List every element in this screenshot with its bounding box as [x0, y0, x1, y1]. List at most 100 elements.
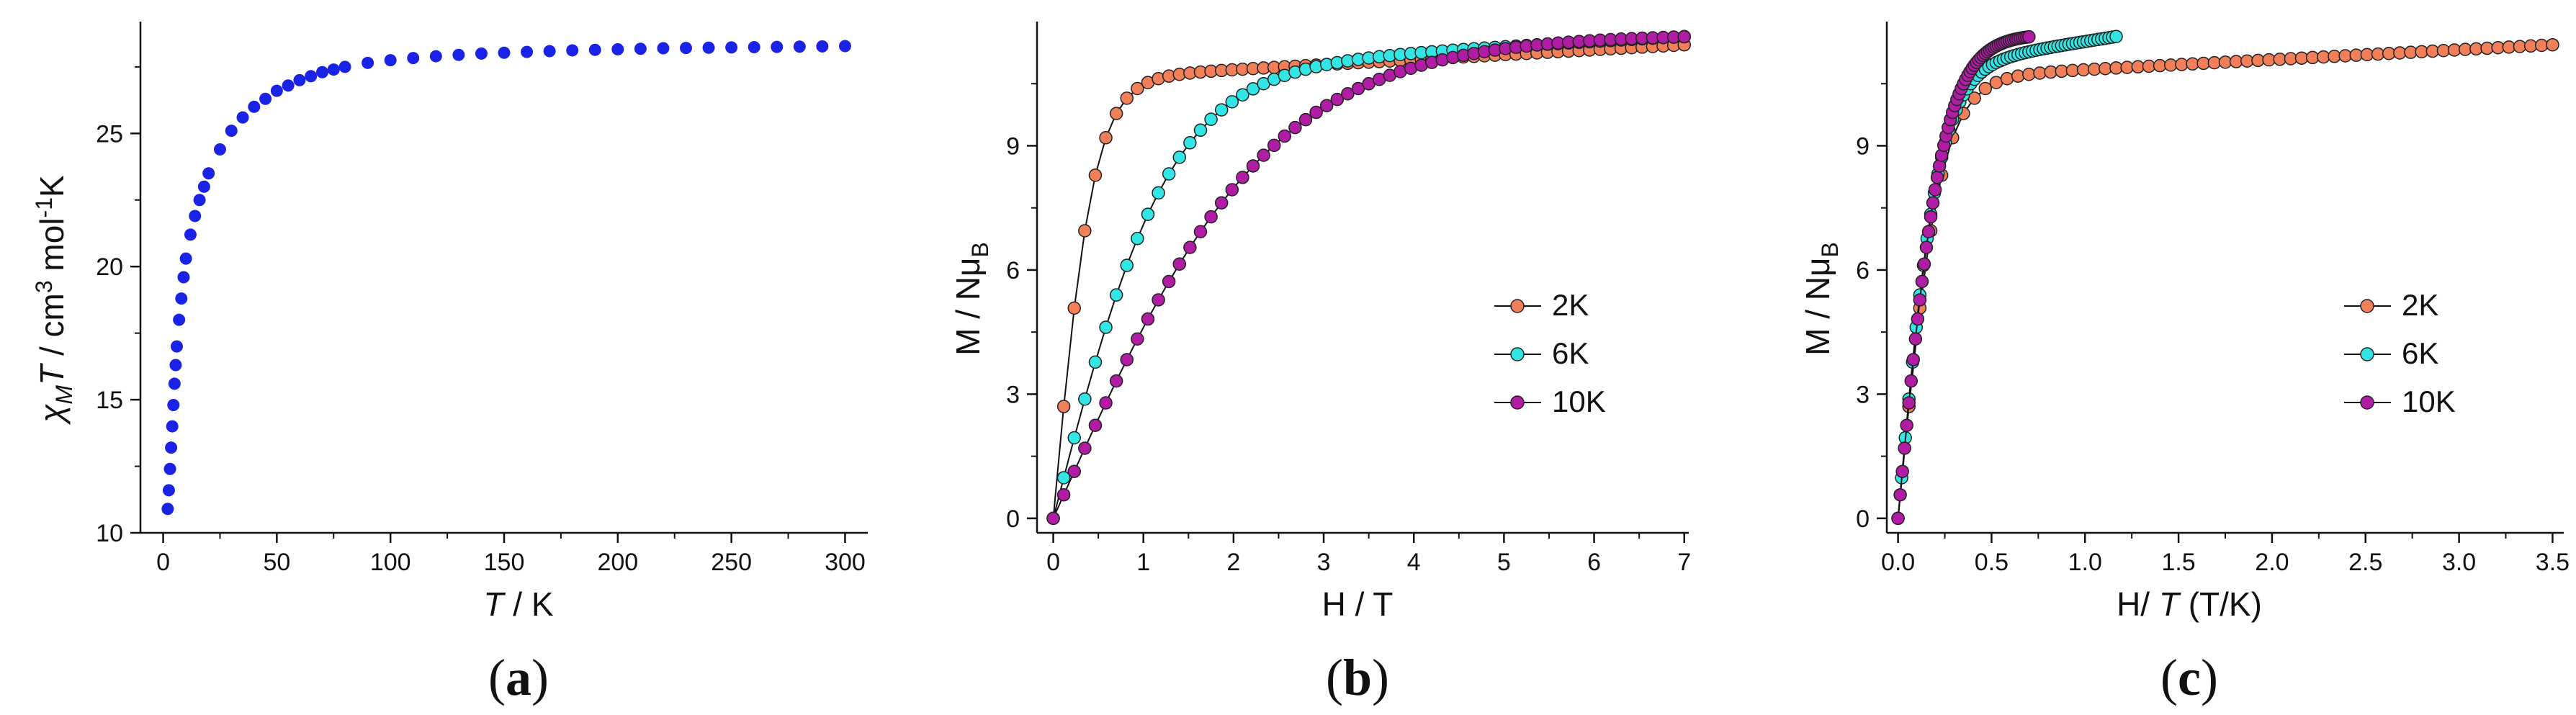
panel-c-y-axis-title: M / NμB [1799, 242, 1843, 356]
panel-c-point-2k [2022, 67, 2036, 81]
panel-a-data-point [680, 42, 692, 55]
panel-c-x-tick-label: 1.5 [2161, 549, 2195, 576]
panel-a-data-point [179, 252, 192, 265]
panel-b-ticks [1027, 83, 1685, 543]
panel-b-point-10k [1162, 274, 1176, 289]
panel-b-point-10k [1214, 196, 1229, 210]
panel-b-point-10k [1341, 86, 1355, 101]
panel-c-y-tick-labels: 0 3 6 9 [1856, 132, 1870, 532]
panel-c-point-10k [1913, 293, 1927, 307]
panel-c-point-10k [1921, 225, 1936, 239]
panel-c-x-tick-labels: 0.0 0.5 1.0 1.5 2.0 2.5 3.0 3.5 [1881, 549, 2570, 576]
panel-b-point-6k [1204, 112, 1218, 126]
panel-a-data-point [248, 100, 261, 113]
panel-c-x-tick-label: 1.0 [2068, 549, 2102, 576]
panel-a-data-point [611, 42, 624, 55]
panel-c-y-tick-label: 0 [1856, 505, 1870, 533]
panel-a-data-point [282, 79, 295, 92]
panel-b-x-tick-label: 6 [1587, 549, 1601, 576]
panel-c-x-tick-label: 0.5 [1975, 549, 2009, 576]
panel-a-data-point [236, 111, 249, 124]
panel-b-x-tick-label: 0 [1046, 549, 1060, 576]
panel-a-data-point [362, 56, 374, 69]
panel-b-legend-label-2k: 2K [1552, 288, 1589, 322]
panel-b-x-tick-label: 2 [1226, 549, 1240, 576]
panel-c-legend-marker-6k [2360, 347, 2374, 361]
panel-c-point-10k [1926, 196, 1940, 210]
panel-c-point-10k [1917, 257, 1931, 271]
panel-b-point-6k [1236, 88, 1249, 102]
panel-c-point-10k [1904, 374, 1918, 388]
panel-a-data-point [166, 420, 179, 433]
panel-b-x-tick-label: 7 [1677, 549, 1691, 576]
panel-a-y-tick-label: 10 [96, 520, 123, 547]
panel-c-x-axis-title: H/ T (T/K) [2117, 585, 2262, 623]
panel-b-y-tick-label: 6 [1006, 257, 1020, 284]
panel-b-point-10k [1677, 30, 1691, 44]
panel-b-x-axis-title: H / T [1322, 585, 1394, 623]
panel-b-y-axis-title: M / NμB [949, 242, 993, 356]
panel-a-ticks [130, 66, 846, 543]
panel-a-data-point [162, 484, 175, 497]
panel-c-point-10k [1930, 171, 1944, 184]
panel-a-data-point [407, 52, 420, 65]
panel-b-legend-marker-6k [1510, 347, 1525, 361]
panel-b-point-10k [1309, 105, 1323, 120]
panel-a-data-point [327, 63, 340, 76]
panel-a-points [161, 40, 851, 516]
panel-a-y-tick-label: 15 [96, 387, 123, 414]
panel-a-data-point [197, 180, 210, 193]
panel-b-line-10k [1052, 36, 1684, 519]
panel-b-point-10k [1152, 293, 1165, 307]
panel-a-x-tick-label: 0 [156, 549, 170, 576]
panel-a-data-point [771, 40, 784, 53]
panel-b-point-10k [1056, 487, 1071, 502]
panel-a-x-tick-label: 150 [484, 549, 525, 576]
panel-c-point-10k [1895, 464, 1909, 478]
panel-c-point-10k [1891, 511, 1905, 526]
panel-b-point-6k [1193, 123, 1208, 138]
panel-b-point-6k [1162, 167, 1176, 181]
panel-c-x-tick-label: 3.5 [2536, 549, 2570, 576]
panel-c-point-2k [2044, 65, 2057, 79]
panel-b: 0 1 2 3 4 5 6 7 0 3 6 9 2K 6K 10K H / T M / NμB (b… [949, 22, 1691, 706]
panel-b-point-6k [1131, 231, 1144, 246]
panel-a-data-point [163, 462, 176, 475]
panel-a-data-point [634, 42, 647, 55]
panel-a-data-point [213, 143, 226, 156]
panel-a-y-axis-title: χMT / cm3 mol-1K [31, 175, 77, 426]
panel-c-point-10k [1919, 240, 1934, 254]
panel-c-point-10k [1911, 312, 1925, 326]
panel-a-label: (a) [488, 649, 549, 706]
panel-b-point-10k [1225, 183, 1239, 197]
panel-b-point-6k [1214, 103, 1229, 117]
panel-a-data-point [725, 41, 738, 54]
panel-a-data-point [169, 359, 182, 372]
panel-a-data-point [521, 45, 534, 58]
panel-b-point-6k [1067, 431, 1081, 445]
panel-b-point-10k [1141, 312, 1155, 326]
panel-a-data-point [184, 228, 197, 241]
panel-b-point-10k [1131, 332, 1144, 346]
panel-b-point-10k [1257, 148, 1270, 162]
panel-a-y-tick-labels: 10 15 20 25 [96, 120, 123, 547]
panel-b-point-6k [1225, 95, 1239, 109]
panel-b-point-10k [1172, 257, 1187, 271]
panel-c-legend: 2K 6K 10K [2344, 288, 2456, 418]
panel-a-data-point [838, 40, 851, 53]
panel-a-data-point [161, 503, 174, 516]
panel-c-legend-marker-2k [2360, 299, 2374, 313]
panel-a-data-point [225, 125, 238, 138]
panel-a-data-point [270, 84, 283, 97]
panel-b-point-10k [1088, 418, 1103, 432]
panel-c-point-2k [1978, 81, 1993, 96]
panel-a-y-tick-label: 20 [96, 253, 123, 281]
panel-a-data-point [566, 44, 579, 57]
panel-b-x-tick-label: 1 [1136, 549, 1150, 576]
panel-b-point-6k [1183, 136, 1197, 150]
panel-c-y-tick-label: 9 [1856, 132, 1870, 160]
panel-a-data-point [384, 54, 397, 67]
panel-b-legend-marker-2k [1510, 299, 1525, 313]
panel-b-point-10k [1236, 171, 1249, 184]
